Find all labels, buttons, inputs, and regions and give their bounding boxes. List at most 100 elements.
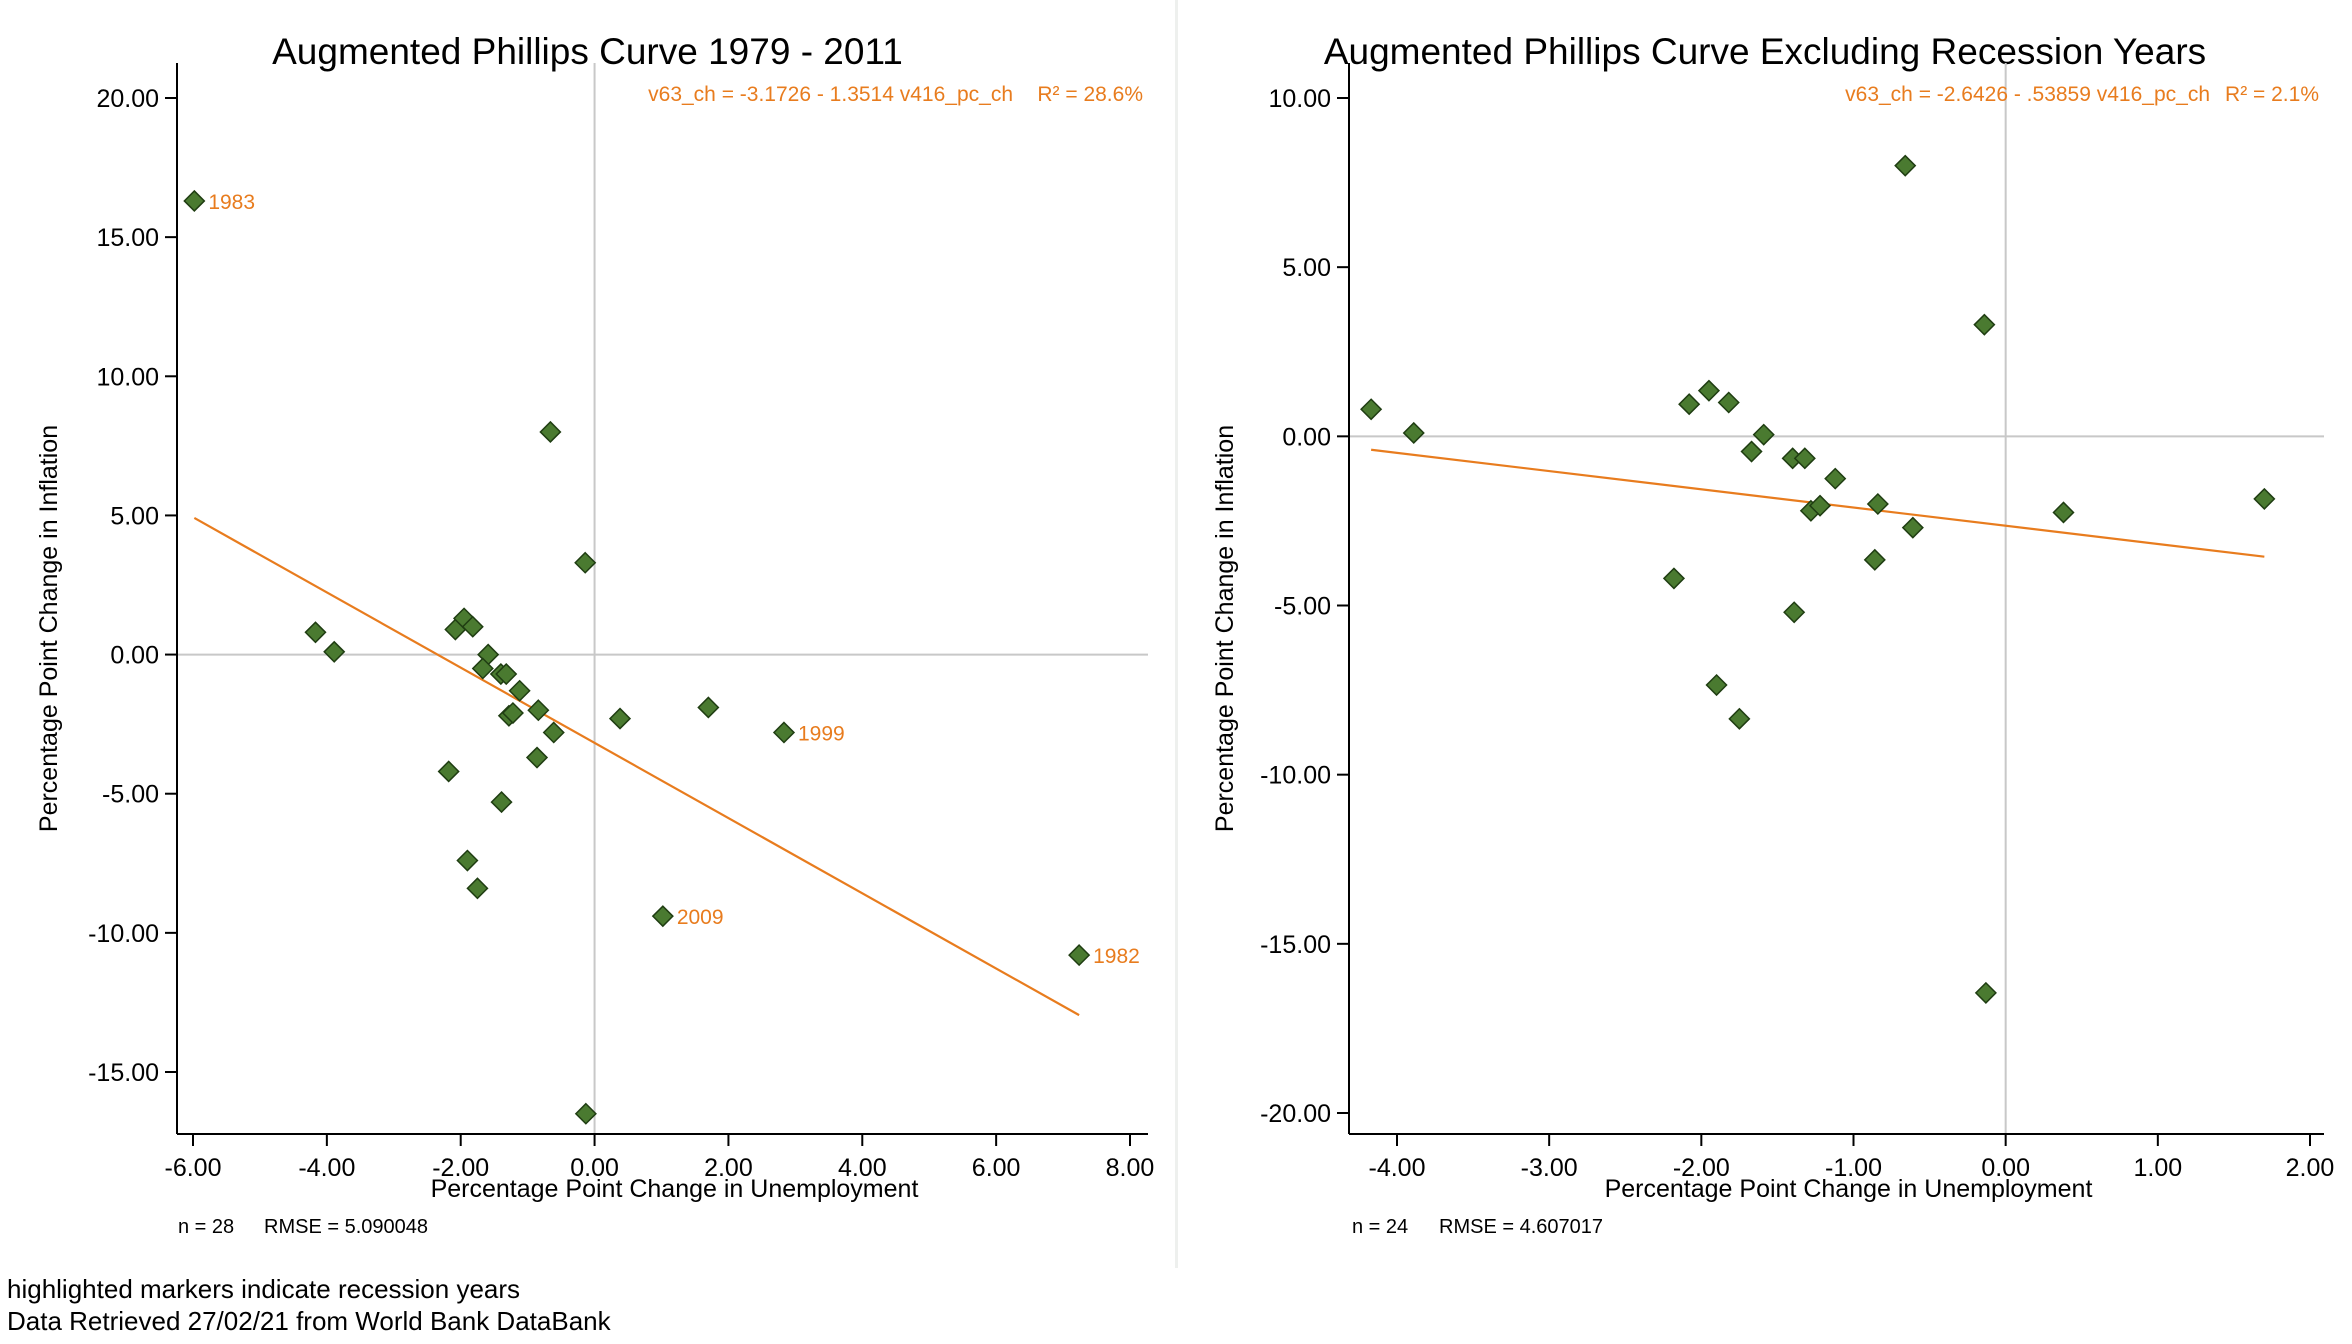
y-tick-label: 5.00 xyxy=(110,502,159,530)
x-axis-label: Percentage Point Change in Unemployment xyxy=(431,1175,919,1203)
data-point xyxy=(471,657,494,680)
data-point xyxy=(466,877,489,900)
data-point xyxy=(772,721,796,744)
data-point xyxy=(461,615,484,638)
x-axis-label: Percentage Point Change in Unemployment xyxy=(1605,1175,2093,1203)
y-tick-label: 0.00 xyxy=(110,642,159,670)
data-point xyxy=(2253,487,2276,510)
data-point xyxy=(697,696,720,719)
right-scatter-chart: Augmented Phillips Curve Excluding Reces… xyxy=(1211,31,2335,1238)
point-label: 2009 xyxy=(677,906,724,929)
data-point xyxy=(1863,548,1886,571)
x-tick-label: 2.00 xyxy=(2286,1154,2335,1182)
x-tick-label: 4.00 xyxy=(838,1154,887,1182)
x-tick-label: 0.00 xyxy=(570,1154,619,1182)
x-tick-label: 8.00 xyxy=(1106,1154,1155,1182)
data-point xyxy=(574,1102,597,1125)
x-tick-label: 1.00 xyxy=(2133,1154,2182,1182)
data-point xyxy=(527,699,550,722)
data-point xyxy=(1824,467,1847,490)
data-point xyxy=(1662,567,1686,590)
y-tick-label: 10.00 xyxy=(1268,85,1331,113)
data-point xyxy=(1793,447,1816,470)
right-chart-panel: Augmented Phillips Curve Excluding Reces… xyxy=(1178,0,2352,1268)
data-point xyxy=(1973,313,1996,336)
data-point xyxy=(2052,501,2075,524)
data-point xyxy=(323,640,346,663)
rmse-label: RMSE = 4.607017 xyxy=(1439,1216,1603,1238)
data-point xyxy=(1678,393,1701,416)
data-point xyxy=(1974,981,1997,1004)
y-tick-label: -15.00 xyxy=(88,1059,159,1087)
data-point xyxy=(1752,423,1775,446)
y-tick-label: 0.00 xyxy=(1282,423,1331,451)
data-point xyxy=(1402,421,1425,445)
data-point xyxy=(304,621,327,644)
x-tick-label: -4.00 xyxy=(1369,1154,1426,1182)
data-point xyxy=(1866,492,1889,516)
data-point xyxy=(1360,398,1383,421)
y-tick-label: -5.00 xyxy=(102,781,159,809)
y-tick-label: -15.00 xyxy=(1260,931,1331,959)
footer-notes: highlighted markers indicate recession y… xyxy=(0,1268,2352,1344)
data-point xyxy=(1728,707,1751,730)
r-squared-label: R² = 2.1% xyxy=(2225,83,2319,106)
data-point xyxy=(608,707,632,730)
left-scatter-chart: Augmented Phillips Curve 1979 - 2011 20.0… xyxy=(35,31,1155,1238)
left-chart-panel: Augmented Phillips Curve 1979 - 2011 20.0… xyxy=(0,0,1175,1268)
x-tick-label: 0.00 xyxy=(1981,1154,2030,1182)
data-point xyxy=(1901,516,1924,539)
data-point xyxy=(183,189,206,213)
data-point xyxy=(574,551,597,574)
data-point xyxy=(542,721,565,744)
y-tick-label: 15.00 xyxy=(96,224,159,252)
x-tick-label: -2.00 xyxy=(432,1154,489,1182)
regression-line xyxy=(193,517,1080,1017)
y-axis-label: Percentage Point Change in Inflation xyxy=(1211,425,1239,832)
data-point xyxy=(495,662,518,686)
data-point xyxy=(525,746,549,769)
data-point xyxy=(508,679,531,702)
rmse-label: RMSE = 5.090048 xyxy=(264,1216,428,1238)
data-point xyxy=(1068,944,1091,967)
chart-title: Augmented Phillips Curve 1979 - 2011 xyxy=(272,31,903,72)
x-tick-label: -1.00 xyxy=(1825,1154,1882,1182)
data-point xyxy=(490,791,513,814)
regression-equation: v63_ch = -2.6426 - .53859 v416_pc_ch xyxy=(1845,83,2210,106)
data-point xyxy=(437,760,460,783)
x-tick-label: -4.00 xyxy=(298,1154,355,1182)
data-point xyxy=(1894,154,1917,177)
data-point xyxy=(539,420,562,444)
regression-equation: v63_ch = -3.1726 - 1.3514 v416_pc_ch xyxy=(648,83,1013,106)
data-point xyxy=(1740,440,1763,463)
y-tick-label: 10.00 xyxy=(96,363,159,391)
r-squared-label: R² = 28.6% xyxy=(1037,83,1143,106)
x-tick-label: 6.00 xyxy=(972,1154,1021,1182)
n-label: n = 28 xyxy=(178,1216,234,1238)
y-tick-label: 20.00 xyxy=(96,85,159,113)
data-point xyxy=(1783,601,1806,624)
y-tick-label: -5.00 xyxy=(1274,593,1331,621)
point-label: 1999 xyxy=(798,722,845,745)
y-axis-label: Percentage Point Change in Inflation xyxy=(35,425,63,832)
point-label: 1983 xyxy=(208,191,255,214)
data-point xyxy=(1697,379,1721,402)
data-point xyxy=(1705,673,1728,697)
y-tick-label: 5.00 xyxy=(1282,254,1331,282)
y-tick-label: -20.00 xyxy=(1260,1100,1331,1128)
y-tick-label: -10.00 xyxy=(1260,762,1331,790)
data-point xyxy=(1717,391,1740,414)
data-source-note: Data Retrieved 27/02/21 from World Bank … xyxy=(7,1306,611,1336)
data-point xyxy=(651,905,674,928)
y-tick-label: -10.00 xyxy=(88,920,159,948)
chart-title: Augmented Phillips Curve Excluding Reces… xyxy=(1324,31,2206,72)
x-tick-label: -3.00 xyxy=(1521,1154,1578,1182)
data-point xyxy=(501,701,524,725)
data-point xyxy=(456,849,479,872)
recession-note: highlighted markers indicate recession y… xyxy=(7,1274,521,1304)
x-tick-label: 2.00 xyxy=(704,1154,753,1182)
point-label: 1982 xyxy=(1093,945,1140,968)
data-point xyxy=(1808,494,1832,517)
x-tick-label: -2.00 xyxy=(1673,1154,1730,1182)
x-tick-label: -6.00 xyxy=(165,1154,222,1182)
